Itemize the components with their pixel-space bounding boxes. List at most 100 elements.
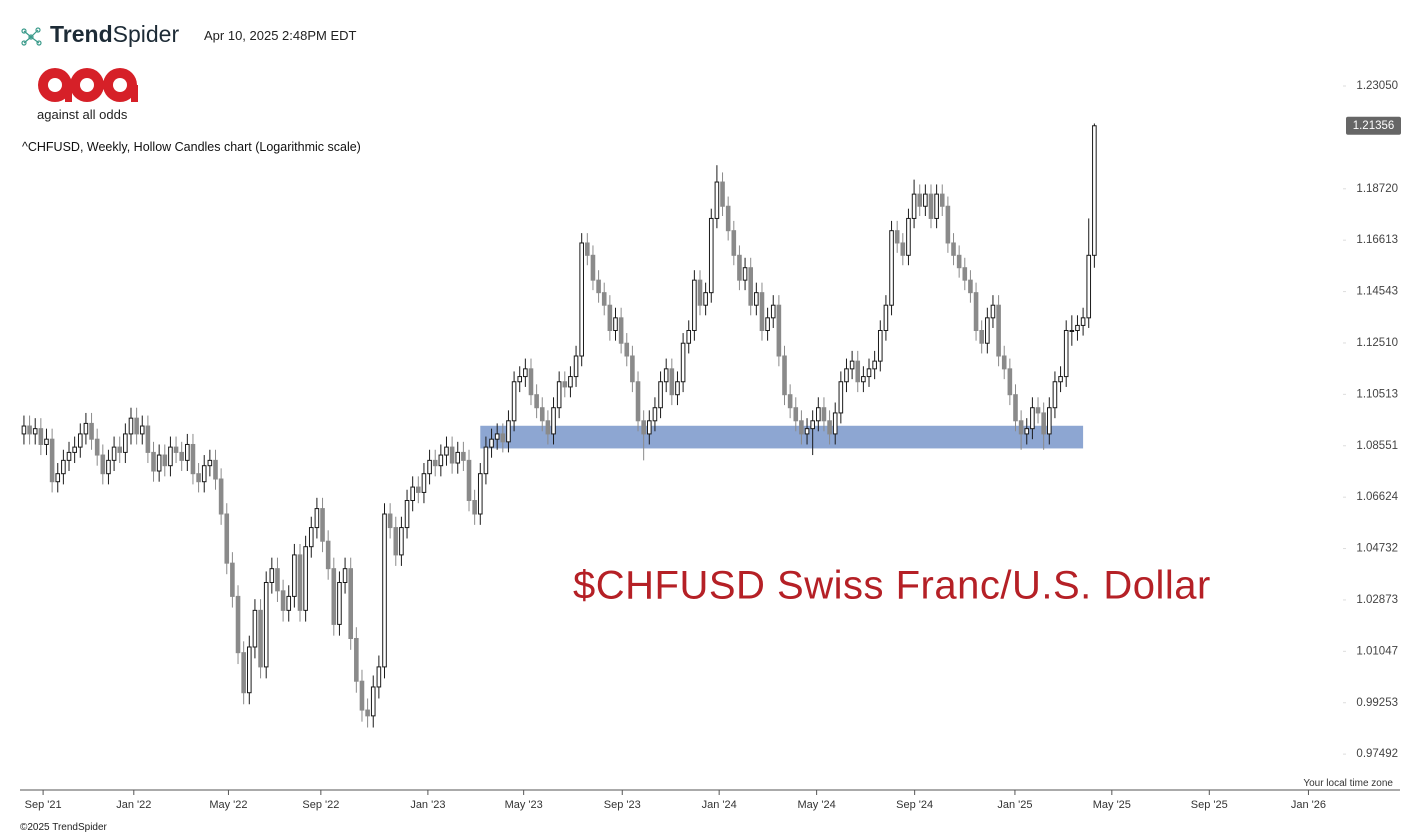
candle-body (156, 454, 162, 472)
candle (1035, 397, 1041, 424)
candle (365, 698, 370, 728)
candle-body (292, 554, 297, 597)
candle (337, 571, 342, 636)
candle-body (692, 279, 697, 331)
x-tick-label: Jan '25 (997, 799, 1032, 811)
candle-body (314, 508, 320, 529)
candle (821, 397, 827, 432)
candle-body (466, 459, 472, 502)
candle (613, 307, 618, 341)
candle (556, 371, 562, 419)
candle (968, 270, 973, 303)
candle-body (669, 368, 675, 396)
candle-body (1069, 329, 1075, 332)
candle (675, 371, 680, 406)
candle-body (894, 230, 900, 244)
candle-body (838, 381, 844, 414)
candle-body (269, 568, 275, 583)
candle-body (1086, 254, 1092, 319)
candle-body (956, 254, 962, 269)
candle-body (477, 473, 483, 515)
candle-body (630, 355, 635, 383)
candle-body (990, 304, 996, 319)
candle (466, 449, 472, 512)
brand: TrendSpider (50, 21, 179, 48)
x-tick-label: Sep '23 (604, 799, 641, 811)
x-tick-label: Sep '22 (302, 799, 339, 811)
candle-body (646, 420, 652, 435)
x-tick-label: Jan '26 (1291, 799, 1326, 811)
candle-body (320, 508, 325, 542)
candle-body (106, 459, 111, 475)
candle (410, 476, 415, 512)
candle (297, 543, 303, 622)
candle (894, 220, 900, 253)
candle-body (342, 568, 348, 583)
candle-body (748, 267, 754, 306)
candle (246, 635, 252, 705)
candle-body (303, 546, 308, 611)
candle-body (173, 446, 179, 453)
candle-body (55, 473, 61, 483)
candle-body (708, 217, 714, 294)
candle (782, 345, 787, 406)
candle-body (376, 666, 382, 688)
candle-body (675, 381, 680, 396)
candle-body (1041, 412, 1046, 435)
candle-body (680, 342, 686, 383)
candle-body (539, 407, 545, 422)
candle-body (399, 527, 404, 556)
candle (1063, 320, 1069, 387)
candle-body (934, 193, 939, 219)
candle (1052, 371, 1058, 419)
candle-body (585, 242, 590, 256)
candle-body (787, 394, 793, 409)
candle (241, 641, 246, 705)
brand-bold: Trend (50, 21, 113, 47)
candle (331, 557, 337, 636)
candle (269, 557, 275, 594)
y-tick-label: 1.16613 (1356, 234, 1398, 246)
candle-body (1013, 394, 1018, 422)
candle (207, 449, 213, 477)
candle (354, 627, 359, 693)
candle (438, 444, 444, 477)
candle-body (1052, 381, 1058, 409)
candle (979, 320, 984, 354)
candle (421, 463, 427, 504)
candle (630, 345, 635, 393)
candle (720, 172, 725, 216)
candle-body (945, 205, 951, 244)
x-tick-label: Sep '24 (896, 799, 933, 811)
candle (399, 516, 404, 566)
candle-body (66, 451, 72, 461)
candle (838, 371, 844, 424)
candle (810, 410, 815, 456)
candle-body (951, 242, 956, 256)
candle (342, 557, 348, 594)
candle-body (348, 568, 354, 639)
candle-body (928, 193, 934, 219)
candle (370, 675, 376, 728)
candle (596, 270, 601, 303)
candle-body (145, 425, 151, 453)
candle (579, 233, 584, 367)
candle-body (658, 381, 663, 409)
candle-body (742, 267, 748, 281)
candle-body (579, 242, 584, 357)
candle (235, 585, 241, 665)
candle-body (151, 451, 156, 472)
candle (134, 407, 139, 445)
candle-body (89, 422, 94, 440)
candle-body (517, 376, 523, 383)
candle (911, 179, 917, 229)
candle (162, 444, 168, 477)
candle-body (123, 433, 128, 453)
candle (787, 384, 793, 419)
candle-body (832, 412, 838, 435)
candle (196, 463, 201, 493)
x-tick-label: Jan '23 (410, 799, 445, 811)
candle-body (1024, 428, 1030, 435)
candle-body (213, 459, 218, 480)
candle (1080, 307, 1086, 336)
